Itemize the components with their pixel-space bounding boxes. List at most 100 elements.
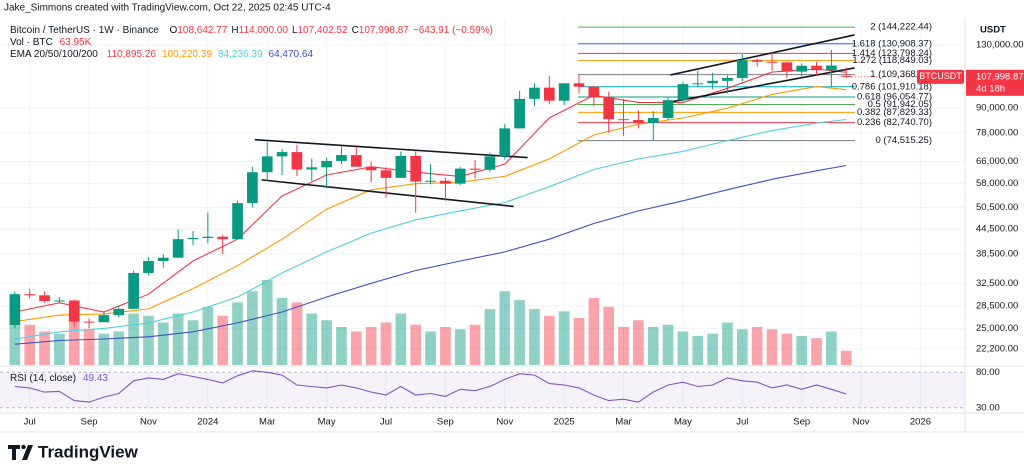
fib-label: 0.236 (82,740.70) bbox=[857, 117, 932, 128]
candle-body bbox=[736, 60, 748, 78]
volume-bar bbox=[113, 331, 125, 365]
rsi-line bbox=[14, 370, 847, 403]
volume-bar bbox=[529, 309, 540, 365]
fib-label: 2 (144,222.44) bbox=[870, 22, 932, 33]
volume-bar bbox=[261, 280, 273, 365]
candle-body bbox=[217, 236, 229, 240]
x-tick-label: Jul bbox=[24, 417, 36, 428]
logo-dot bbox=[21, 444, 26, 450]
ema-value: 64,470.64 bbox=[269, 49, 314, 60]
candle-body bbox=[83, 321, 95, 323]
ohlc-value: 108,642.77 bbox=[177, 25, 227, 36]
volume-bar bbox=[217, 315, 229, 365]
volume-bar bbox=[558, 311, 570, 365]
volume-bar bbox=[633, 320, 644, 365]
candle-body bbox=[172, 239, 184, 258]
rsi-band bbox=[0, 372, 965, 408]
candle-body bbox=[514, 98, 525, 129]
trendline bbox=[254, 138, 528, 159]
volume-bar bbox=[796, 335, 808, 365]
volume-bar bbox=[83, 329, 95, 365]
rsi-name: RSI (14, close) bbox=[10, 373, 76, 384]
candle-body bbox=[306, 167, 318, 170]
ema-line bbox=[14, 68, 847, 313]
candle-body bbox=[410, 155, 422, 182]
candle-body bbox=[633, 120, 644, 124]
volume-bar bbox=[425, 331, 436, 365]
x-tick-label: May bbox=[674, 417, 692, 428]
fib-label: 0.382 (87,829.33) bbox=[857, 107, 932, 118]
volume-bar bbox=[98, 333, 110, 365]
volume-bar bbox=[677, 331, 689, 365]
volume-bar bbox=[514, 300, 525, 365]
volume-bar bbox=[202, 306, 214, 365]
volume-bar bbox=[39, 331, 50, 365]
volume-bar bbox=[826, 331, 837, 365]
ema-line bbox=[14, 86, 847, 323]
volume-bar bbox=[54, 333, 65, 365]
ema-line bbox=[14, 164, 847, 345]
candle-body bbox=[692, 83, 704, 85]
volume-bar bbox=[350, 331, 362, 365]
x-tick-label: Nov bbox=[140, 417, 157, 428]
x-tick-label: Mar bbox=[259, 417, 275, 428]
ema-value: 100,220.39 bbox=[162, 49, 212, 60]
price-tag-bg bbox=[966, 69, 1024, 96]
x-tick-label: 2025 bbox=[554, 417, 575, 428]
candle-body bbox=[128, 272, 139, 309]
candle-body bbox=[796, 65, 808, 72]
candle-body bbox=[454, 168, 466, 184]
volume-bar bbox=[692, 335, 704, 365]
volume-bar bbox=[410, 324, 422, 365]
volume-name: Vol · BTC bbox=[10, 37, 53, 48]
volume-bar bbox=[662, 324, 674, 365]
candle-body bbox=[68, 300, 80, 322]
volume-bar bbox=[781, 333, 793, 365]
volume-bar bbox=[811, 338, 822, 365]
y-tick-label: 66,000.00 bbox=[976, 156, 1018, 167]
ohlc-key: C bbox=[352, 25, 359, 36]
currency: USDT bbox=[980, 25, 1006, 36]
candle-body bbox=[543, 87, 555, 101]
volume-bar bbox=[365, 326, 377, 365]
candle-body bbox=[707, 80, 718, 84]
candle-body bbox=[24, 294, 36, 296]
trendline bbox=[261, 179, 514, 208]
fib-label: 0 (74,515.25) bbox=[875, 135, 932, 146]
ema-value: 110,895.26 bbox=[107, 49, 157, 60]
y-tick-label: 130,000.00 bbox=[976, 39, 1024, 50]
x-tick-label: Jul bbox=[736, 417, 748, 428]
candle-body bbox=[350, 155, 362, 167]
candle-body bbox=[425, 180, 436, 182]
grid bbox=[0, 20, 965, 412]
y-tick-label: 58,000.00 bbox=[976, 178, 1018, 189]
volume-bar bbox=[247, 291, 258, 365]
candle-body bbox=[529, 87, 540, 99]
candle-body bbox=[573, 83, 585, 87]
x-tick-label: May bbox=[318, 417, 336, 428]
volume-bar bbox=[276, 297, 288, 365]
candle-body bbox=[766, 61, 778, 63]
y-tick-label: 90,000.00 bbox=[976, 103, 1018, 114]
fib-label: 1.618 (130,908.37) bbox=[852, 38, 932, 49]
symbol: Bitcoin / TetherUS · 1W · Binance bbox=[10, 25, 159, 36]
candle-body bbox=[499, 128, 511, 157]
trendline bbox=[671, 67, 855, 103]
ohlc-key: H bbox=[231, 25, 238, 36]
x-tick-label: Nov bbox=[496, 417, 513, 428]
candle-body bbox=[469, 168, 481, 170]
candle-body bbox=[751, 60, 763, 62]
y-tick-label: 50,500.00 bbox=[976, 202, 1018, 213]
symbol-tag-bg bbox=[917, 69, 964, 84]
x-tick-label: Jul bbox=[380, 417, 392, 428]
rsi-value: 49.43 bbox=[83, 373, 108, 384]
candle-body bbox=[261, 156, 273, 173]
candle-body bbox=[722, 77, 733, 81]
watermark: Jake_Simmons created with TradingView.co… bbox=[4, 3, 331, 14]
logo-mark bbox=[8, 445, 33, 460]
candle-body bbox=[484, 156, 496, 170]
candle-body bbox=[781, 62, 793, 72]
candle-body bbox=[603, 97, 615, 120]
